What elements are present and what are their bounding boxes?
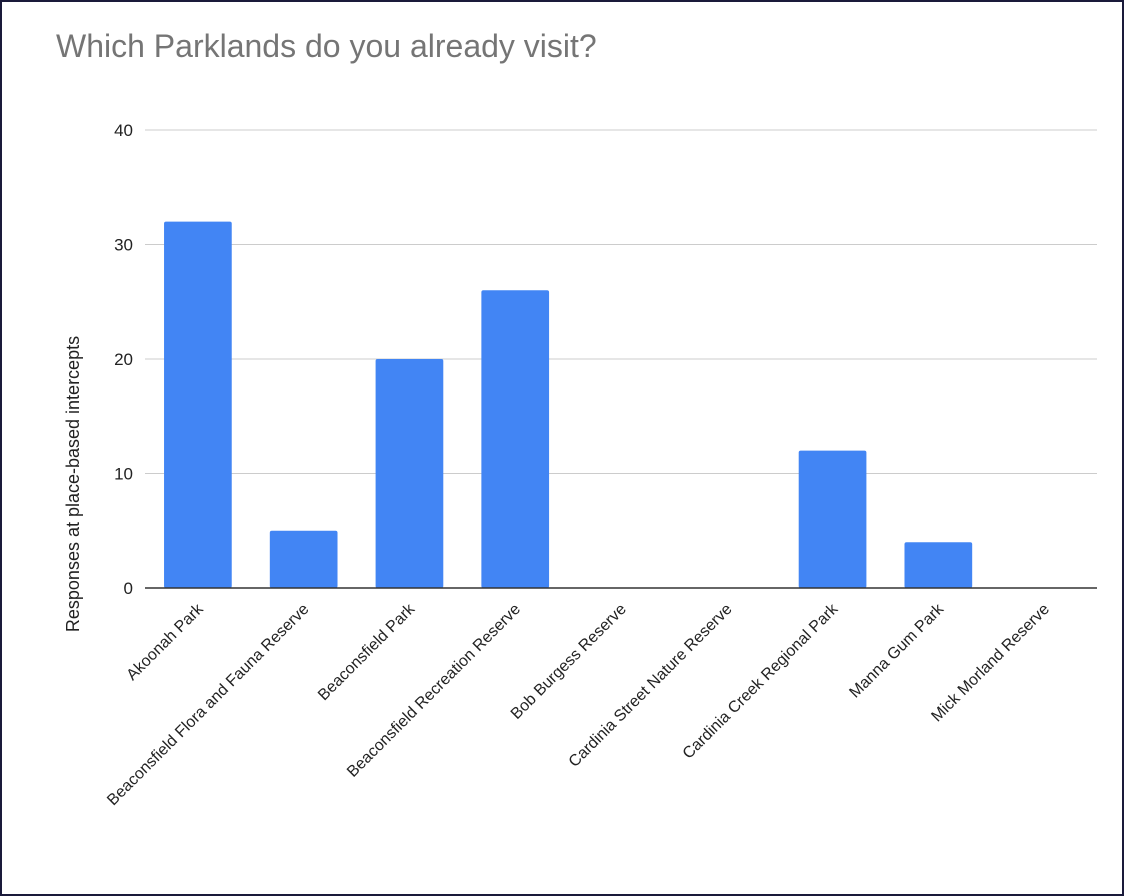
x-tick-label: Manna Gum Park <box>846 600 947 701</box>
gridlines <box>145 129 1097 474</box>
x-tick-label: Mick Morland Reserve <box>928 601 1053 726</box>
y-tick-label: 20 <box>114 350 133 369</box>
bar <box>269 530 338 588</box>
x-tick-label: Beaconsfield Flora and Fauna Reserve <box>104 601 312 809</box>
bars <box>164 221 973 588</box>
x-tick-label: Beaconsfield Park <box>315 600 419 704</box>
y-tick-label: 10 <box>114 465 133 484</box>
chart-title: Which Parklands do you already visit? <box>56 28 597 64</box>
y-axis-title: Responses at place-based intercepts <box>63 336 83 632</box>
bar <box>164 221 232 588</box>
bar <box>798 450 867 588</box>
bar <box>375 359 444 588</box>
x-tick-label: Akoonah Park <box>124 600 208 684</box>
y-tick-label: 40 <box>114 121 133 140</box>
x-tick-label: Beaconsfield Recreation Reserve <box>344 601 524 781</box>
y-tick-label: 30 <box>114 236 133 255</box>
x-tick-label: Bob Burgess Reserve <box>508 601 630 723</box>
bar <box>904 542 973 588</box>
bar <box>481 290 550 588</box>
y-tick-label: 0 <box>124 579 133 598</box>
